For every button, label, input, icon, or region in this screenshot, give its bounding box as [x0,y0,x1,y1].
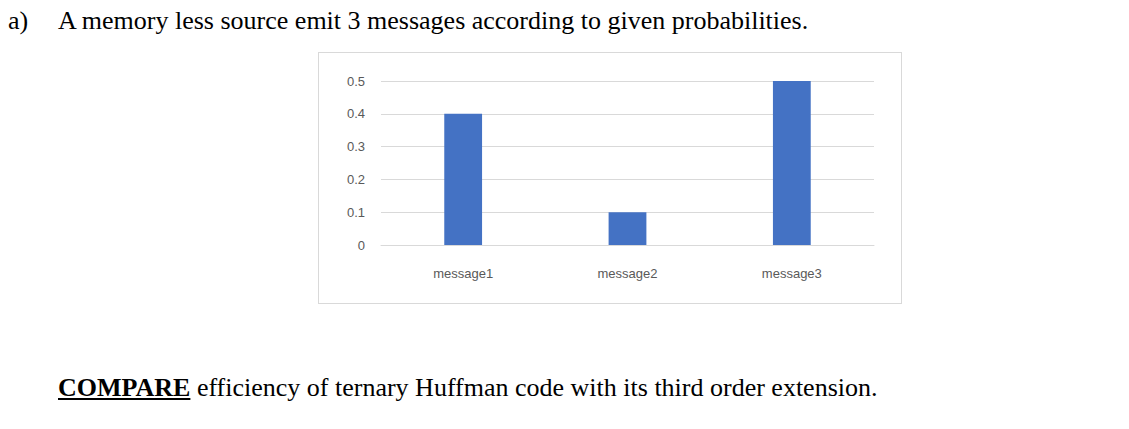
html-text:COMPARE efficiency of ternary: COMPARE efficiency of ternary Huffman co… [58,373,878,402]
html-text:a): a) [8,6,29,35]
svg-text:message1: message1 [433,266,493,281]
svg-text:0.5: 0.5 [347,74,365,89]
html-text:A memory less source emit 3 me: A memory less source emit 3 messages acc… [58,6,809,35]
svg-text:message3: message3 [762,266,822,281]
svg-text:0.2: 0.2 [347,172,365,187]
svg-text:message2: message2 [598,266,658,281]
svg-text:0: 0 [358,238,365,253]
svg-text:0.4: 0.4 [347,106,365,121]
svg-text:0.3: 0.3 [347,139,365,154]
svg-text:0.1: 0.1 [347,205,365,220]
